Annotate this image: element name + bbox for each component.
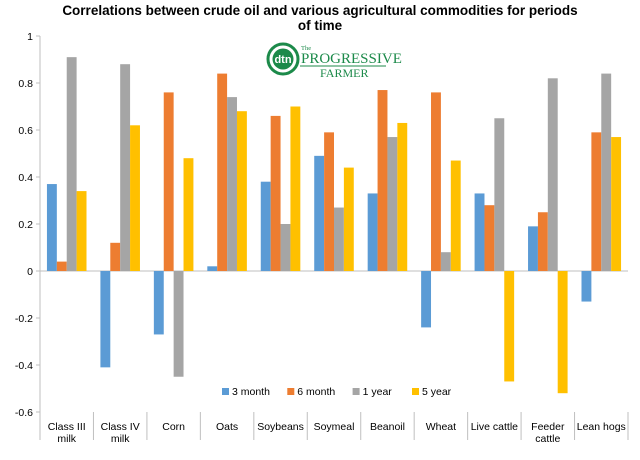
- chart-title: Correlations between crude oil and vario…: [62, 3, 577, 33]
- bar: [494, 118, 505, 271]
- logo-badge-fill: [272, 48, 294, 70]
- bar: [110, 242, 121, 271]
- bar: [56, 261, 67, 271]
- legend-label: 5 year: [422, 386, 452, 398]
- bar: [66, 57, 77, 272]
- bar: [290, 106, 301, 271]
- bar: [484, 205, 495, 271]
- bar: [153, 271, 164, 335]
- bar: [377, 90, 388, 271]
- category-label: Corn: [162, 421, 185, 433]
- bar: [227, 97, 237, 271]
- legend-swatch: [287, 388, 295, 395]
- y-tick-label: 0.6: [18, 125, 33, 137]
- dtn-progressive-farmer-logo: dtn The PROGRESSIVE FARMER: [266, 42, 402, 80]
- axes: -0.6 -0.4 -0.2 0 0.2 0.4 0.6 0.8 1: [15, 31, 629, 440]
- bar: [601, 73, 612, 271]
- legend-swatch: [352, 388, 360, 395]
- chart-title-line: Correlations between crude oil and vario…: [62, 3, 577, 18]
- category-label: Class IV: [101, 421, 140, 433]
- logo-word-line2: FARMER: [320, 66, 368, 80]
- y-tick-label: 0: [27, 266, 33, 278]
- bar: [537, 212, 548, 271]
- legend: 3 month 6 month 1 year 5 year: [222, 386, 452, 398]
- bar: [236, 111, 247, 271]
- legend-label: 6 month: [297, 386, 335, 398]
- bar: [46, 184, 57, 271]
- bar: [387, 137, 398, 271]
- logo-word-line1: PROGRESSIVE: [301, 51, 402, 67]
- y-tick-label: -0.4: [15, 360, 33, 372]
- logo-badge-text: dtn: [274, 54, 291, 66]
- y-tick-label: 0.8: [18, 78, 33, 90]
- bar: [528, 226, 538, 271]
- bar: [611, 137, 622, 271]
- bar: [440, 252, 451, 271]
- category-label: Soybeans: [257, 421, 304, 433]
- category-label: Feeder: [531, 421, 565, 433]
- bar: [421, 271, 432, 328]
- bar: [270, 115, 281, 272]
- legend-label: 3 month: [232, 386, 270, 398]
- bar: [334, 207, 344, 271]
- category-label: Soymeal: [314, 421, 355, 433]
- bar: [547, 78, 558, 271]
- bar: [581, 271, 592, 302]
- bar: [591, 132, 602, 271]
- bar: [163, 92, 174, 272]
- bar: [504, 271, 515, 382]
- chart-title-line: of time: [298, 18, 343, 33]
- y-tick-label: -0.6: [15, 407, 33, 419]
- bar: [324, 132, 334, 271]
- bar: [183, 158, 194, 271]
- bar: [76, 191, 87, 271]
- y-tick-label: 0.4: [18, 172, 33, 184]
- y-tick-label: 1: [27, 31, 33, 43]
- bar: [314, 155, 325, 271]
- category-label: cattle: [535, 433, 560, 445]
- bar: [450, 160, 461, 271]
- bar: [397, 122, 408, 271]
- bar: [217, 73, 228, 271]
- legend-label: 1 year: [363, 386, 393, 398]
- bar: [173, 271, 184, 377]
- bar: [343, 167, 354, 271]
- y-tick-label: -0.2: [15, 313, 33, 325]
- category-label: Wheat: [426, 421, 456, 433]
- bar: [100, 271, 111, 368]
- bar: [367, 193, 378, 271]
- category-label: Lean hogs: [577, 421, 626, 433]
- category-label: milk: [111, 433, 130, 445]
- bar: [130, 125, 140, 271]
- category-label: Oats: [216, 421, 238, 433]
- category-label: Beanoil: [370, 421, 405, 433]
- legend-swatch: [412, 388, 419, 395]
- bar: [280, 224, 291, 271]
- bar: [431, 92, 441, 272]
- bar: [260, 181, 271, 271]
- bar: [474, 193, 485, 271]
- bar: [120, 64, 131, 271]
- y-tick-label: 0.2: [18, 219, 33, 231]
- legend-swatch: [222, 388, 229, 395]
- category-label: milk: [57, 433, 76, 445]
- category-label: Class III: [48, 421, 86, 433]
- bar: [557, 271, 568, 394]
- logo-prefix: The: [301, 45, 311, 52]
- category-label: Live cattle: [471, 421, 518, 433]
- bar: [207, 266, 218, 271]
- bars: [46, 57, 622, 394]
